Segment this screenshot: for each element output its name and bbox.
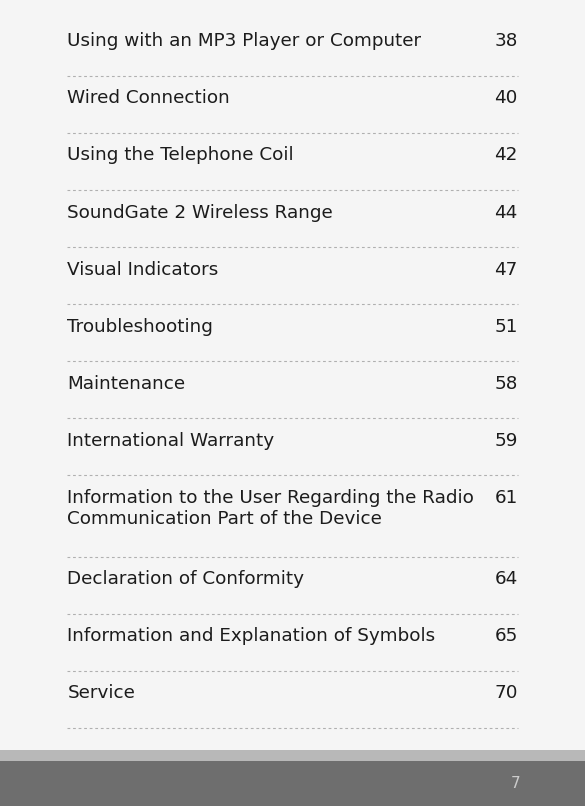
- Text: Wired Connection: Wired Connection: [67, 89, 230, 107]
- Text: 40: 40: [494, 89, 518, 107]
- Text: 51: 51: [494, 318, 518, 335]
- Text: 44: 44: [494, 204, 518, 222]
- Text: 59: 59: [494, 432, 518, 450]
- Text: Information to the User Regarding the Radio
Communication Part of the Device: Information to the User Regarding the Ra…: [67, 489, 474, 528]
- Text: SoundGate 2 Wireless Range: SoundGate 2 Wireless Range: [67, 204, 333, 222]
- Text: 64: 64: [494, 570, 518, 588]
- Text: 38: 38: [494, 32, 518, 50]
- Text: Troubleshooting: Troubleshooting: [67, 318, 213, 335]
- Text: 47: 47: [494, 260, 518, 279]
- Text: Visual Indicators: Visual Indicators: [67, 260, 219, 279]
- Text: 65: 65: [494, 627, 518, 646]
- Text: Information and Explanation of Symbols: Information and Explanation of Symbols: [67, 627, 435, 646]
- Bar: [0, 761, 585, 806]
- Text: 7: 7: [511, 776, 521, 791]
- Text: 42: 42: [494, 147, 518, 164]
- Text: Using the Telephone Coil: Using the Telephone Coil: [67, 147, 294, 164]
- Text: Maintenance: Maintenance: [67, 375, 185, 393]
- Text: 61: 61: [494, 489, 518, 507]
- Text: Declaration of Conformity: Declaration of Conformity: [67, 570, 304, 588]
- Text: 58: 58: [494, 375, 518, 393]
- Text: Using with an MP3 Player or Computer: Using with an MP3 Player or Computer: [67, 32, 421, 50]
- Text: International Warranty: International Warranty: [67, 432, 274, 450]
- Text: 70: 70: [494, 684, 518, 702]
- Bar: [0, 750, 585, 761]
- Text: Service: Service: [67, 684, 135, 702]
